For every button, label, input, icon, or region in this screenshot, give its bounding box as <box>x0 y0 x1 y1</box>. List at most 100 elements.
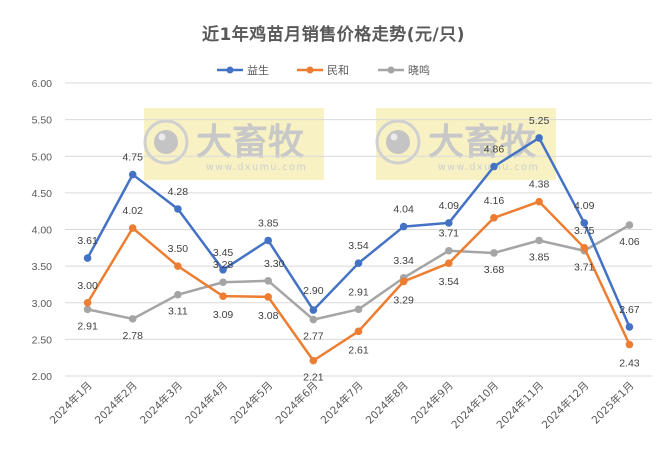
x-tick-label: 2024年2月 <box>92 379 140 427</box>
data-point <box>625 221 634 229</box>
watermark-logo-icon <box>375 119 421 165</box>
y-tick-label: 3.00 <box>32 298 53 310</box>
x-tick-label: 2024年3月 <box>137 379 185 427</box>
x-tick-label: 2025年1月 <box>589 379 637 427</box>
data-label: 4.09 <box>574 200 595 212</box>
y-tick-label: 6.00 <box>32 78 53 90</box>
y-axis: 6.00 5.50 5.00 4.50 4.00 3.50 3.00 2.50 2.00 <box>32 78 652 383</box>
series-0 <box>83 134 634 331</box>
data-point <box>219 292 227 300</box>
data-point <box>535 134 543 142</box>
x-tick-label: 2024年5月 <box>228 379 276 427</box>
data-point <box>264 276 272 285</box>
y-tick-label: 5.50 <box>32 115 53 127</box>
data-point <box>174 205 182 213</box>
data-label: 3.11 <box>168 306 188 318</box>
data-point <box>83 305 92 314</box>
data-label: 4.09 <box>439 200 460 212</box>
x-tick-label: 2024年8月 <box>363 379 411 427</box>
data-label: 3.08 <box>258 310 279 322</box>
data-label: 4.06 <box>619 236 640 248</box>
watermark-url: www.dxumu.com <box>206 162 307 173</box>
legend: 益生 民和 晓鸣 <box>217 63 430 77</box>
data-point <box>490 162 498 171</box>
data-point <box>399 222 408 231</box>
data-label: 3.85 <box>258 217 279 229</box>
data-point <box>490 249 498 257</box>
data-point <box>625 323 634 331</box>
data-label: 4.38 <box>529 179 550 191</box>
data-point <box>309 315 318 324</box>
data-point <box>128 170 137 179</box>
data-point <box>354 305 363 314</box>
series-1 <box>83 197 634 365</box>
data-label: 4.04 <box>393 204 414 216</box>
data-point <box>174 290 182 299</box>
data-label: 3.45 <box>213 247 234 259</box>
legend-item-2[interactable]: 晓鸣 <box>378 63 430 77</box>
watermark-logo-icon <box>143 119 189 165</box>
x-tick-label: 2024年4月 <box>182 379 230 427</box>
series-2 <box>83 221 634 324</box>
data-label: 3.50 <box>168 243 189 255</box>
y-tick-label: 5.00 <box>32 151 53 163</box>
data-point <box>580 244 589 252</box>
data-label: 2.77 <box>303 331 324 343</box>
data-label: 4.86 <box>484 144 505 156</box>
data-point <box>354 259 363 267</box>
x-tick-label: 2024年10月 <box>449 379 501 431</box>
legend-label: 益生 <box>247 63 269 77</box>
x-axis: 2024年1月2024年2月2024年3月2024年4月2024年5月2024年… <box>47 379 637 431</box>
data-label: 3.71 <box>574 262 595 274</box>
x-tick-label: 2024年9月 <box>408 379 456 427</box>
data-label: 2.67 <box>619 304 640 316</box>
data-label: 3.75 <box>574 225 595 237</box>
data-labels: 3.61 4.75 4.28 3.45 3.85 2.90 3.54 4.04 4.09 4.86… <box>77 115 639 384</box>
data-label: 3.00 <box>77 280 98 292</box>
data-point <box>580 219 589 227</box>
data-point <box>625 340 634 349</box>
data-point <box>264 293 272 301</box>
data-point <box>219 278 227 287</box>
y-tick-label: 2.00 <box>32 371 53 383</box>
x-tick-label: 2024年7月 <box>318 379 366 427</box>
data-label: 2.90 <box>303 285 324 297</box>
data-point <box>128 224 137 232</box>
data-point <box>309 306 318 314</box>
x-tick-label: 2024年6月 <box>273 379 321 427</box>
data-label: 5.25 <box>529 115 550 127</box>
data-label: 3.29 <box>393 295 414 307</box>
data-point <box>354 327 363 336</box>
data-label: 3.54 <box>439 276 460 288</box>
data-label: 3.30 <box>264 258 285 270</box>
data-label: 4.02 <box>123 205 144 217</box>
data-point <box>219 265 227 274</box>
data-point <box>490 213 498 222</box>
data-label: 3.61 <box>77 235 98 247</box>
data-label: 4.28 <box>168 186 189 198</box>
watermark-brand: 大畜牧 <box>428 122 537 163</box>
legend-label: 民和 <box>327 64 349 77</box>
data-point <box>83 298 92 307</box>
data-label: 2.21 <box>303 372 324 384</box>
data-label: 3.68 <box>484 264 505 276</box>
data-label: 4.16 <box>484 195 505 207</box>
y-tick-label: 2.50 <box>32 334 53 346</box>
data-label: 2.91 <box>348 286 369 298</box>
legend-item-0[interactable]: 益生 <box>217 63 269 77</box>
data-label: 2.43 <box>619 358 640 370</box>
data-label: 3.09 <box>213 309 234 321</box>
data-point <box>174 262 182 270</box>
x-tick-label: 2024年1月 <box>47 379 95 427</box>
legend-label: 晓鸣 <box>408 63 430 77</box>
data-point <box>309 356 318 365</box>
y-tick-label: 3.50 <box>32 261 53 273</box>
watermark-url: www.dxumu.com <box>438 162 539 173</box>
y-tick-label: 4.00 <box>32 225 53 237</box>
legend-item-1[interactable]: 民和 <box>297 64 349 77</box>
data-label: 2.61 <box>348 344 369 356</box>
data-point <box>83 254 92 262</box>
data-point <box>535 197 543 206</box>
